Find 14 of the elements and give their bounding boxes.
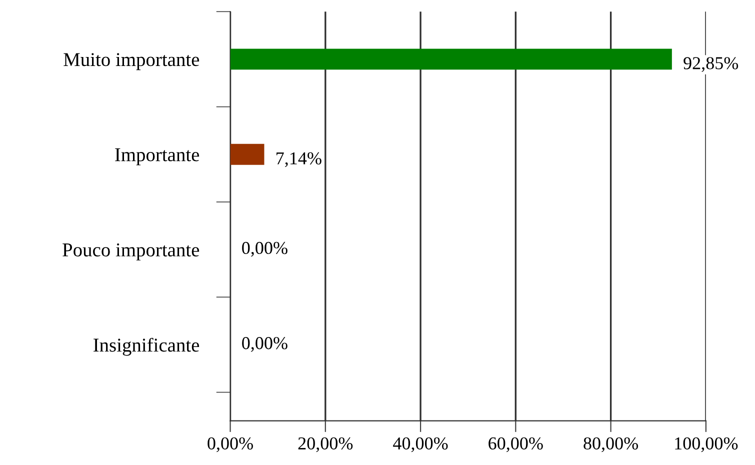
data-label: 92,85%	[684, 57, 738, 72]
x-tick-label: 40,00%	[393, 437, 448, 452]
data-label: 7,14%	[276, 152, 322, 168]
data-label: 0,00%	[242, 242, 288, 257]
y-tick-label: Pouco importante	[62, 243, 200, 260]
x-tick-label: 60,00%	[488, 437, 543, 452]
data-label: 0,00%	[242, 337, 288, 352]
x-tick-label: 80,00%	[584, 437, 638, 452]
y-tick-label: Importante	[115, 148, 200, 166]
y-tick-label: Muito importante	[64, 53, 200, 70]
x-tick-label: 0,00%	[208, 437, 253, 452]
x-tick-label: 100,00%	[675, 437, 738, 452]
x-tick-label: 20,00%	[298, 437, 353, 452]
y-tick-label: Insignificante	[94, 338, 200, 356]
